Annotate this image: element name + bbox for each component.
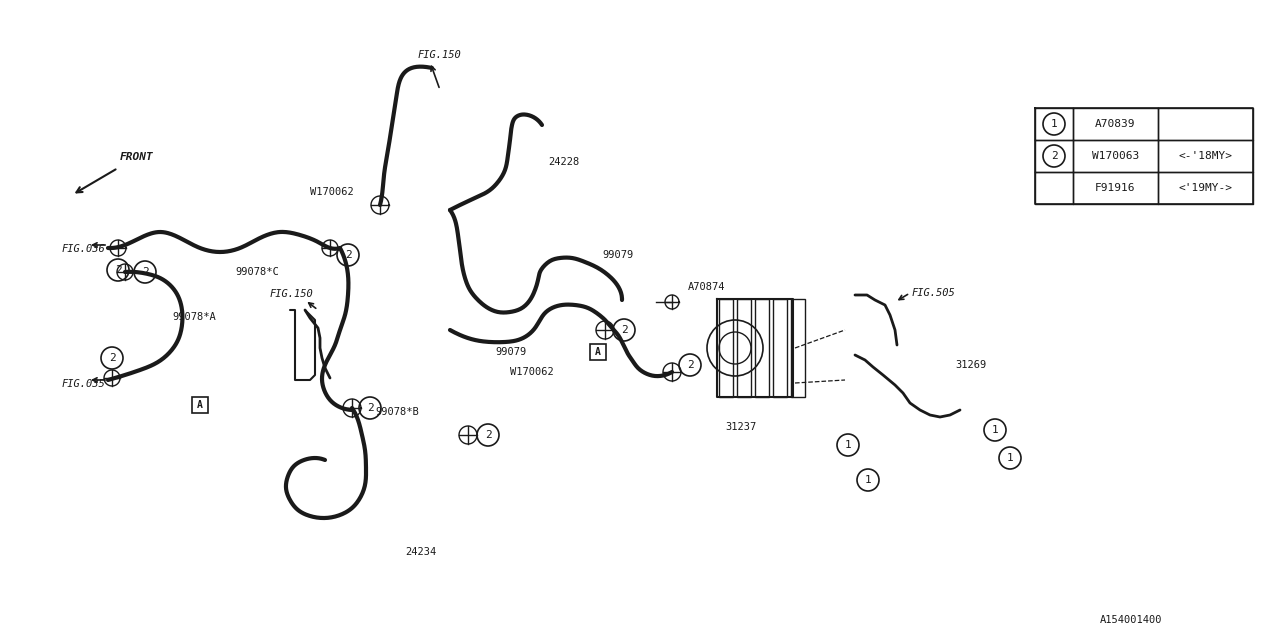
Text: W170062: W170062: [509, 367, 554, 377]
Text: 99078*A: 99078*A: [172, 312, 216, 322]
Text: 99079: 99079: [602, 250, 634, 260]
Bar: [719, 299, 733, 397]
Text: 2: 2: [1051, 151, 1057, 161]
Bar: [737, 299, 751, 397]
Text: A: A: [197, 400, 204, 410]
Text: 2: 2: [142, 267, 148, 277]
Bar: [192, 397, 209, 413]
Text: 2: 2: [115, 265, 122, 275]
Text: 31269: 31269: [955, 360, 987, 370]
Text: A70839: A70839: [1096, 119, 1135, 129]
Text: 1: 1: [992, 425, 998, 435]
Text: FIG.035: FIG.035: [61, 379, 106, 389]
Text: 2: 2: [109, 353, 115, 363]
Text: 2: 2: [686, 360, 694, 370]
Text: F91916: F91916: [1096, 183, 1135, 193]
Bar: [755, 299, 769, 397]
Bar: [773, 299, 787, 397]
Text: 2: 2: [621, 325, 627, 335]
Text: 1: 1: [1051, 119, 1057, 129]
Text: 2: 2: [366, 403, 374, 413]
Text: <'19MY->: <'19MY->: [1179, 183, 1233, 193]
Text: FIG.150: FIG.150: [419, 50, 462, 60]
Bar: [590, 344, 605, 360]
Text: 1: 1: [845, 440, 851, 450]
Text: 24234: 24234: [404, 547, 436, 557]
Text: 2: 2: [485, 430, 492, 440]
Text: 99078*C: 99078*C: [236, 267, 279, 277]
Text: 1: 1: [1006, 453, 1014, 463]
Text: A154001400: A154001400: [1100, 615, 1162, 625]
Text: W170062: W170062: [310, 187, 353, 197]
Bar: [791, 299, 805, 397]
Text: FIG.036: FIG.036: [61, 244, 106, 254]
Text: 1: 1: [864, 475, 872, 485]
Text: A: A: [595, 347, 600, 357]
Text: 99079: 99079: [495, 347, 526, 357]
Text: 24228: 24228: [548, 157, 580, 167]
Text: FRONT: FRONT: [120, 152, 154, 162]
Text: <-'18MY>: <-'18MY>: [1179, 151, 1233, 161]
Text: 31237: 31237: [724, 422, 756, 432]
Text: W170063: W170063: [1092, 151, 1139, 161]
Text: 99078*B: 99078*B: [375, 407, 419, 417]
Text: A70874: A70874: [689, 282, 726, 292]
Text: 2: 2: [344, 250, 352, 260]
Text: FIG.505: FIG.505: [913, 288, 956, 298]
Text: FIG.150: FIG.150: [270, 289, 314, 299]
